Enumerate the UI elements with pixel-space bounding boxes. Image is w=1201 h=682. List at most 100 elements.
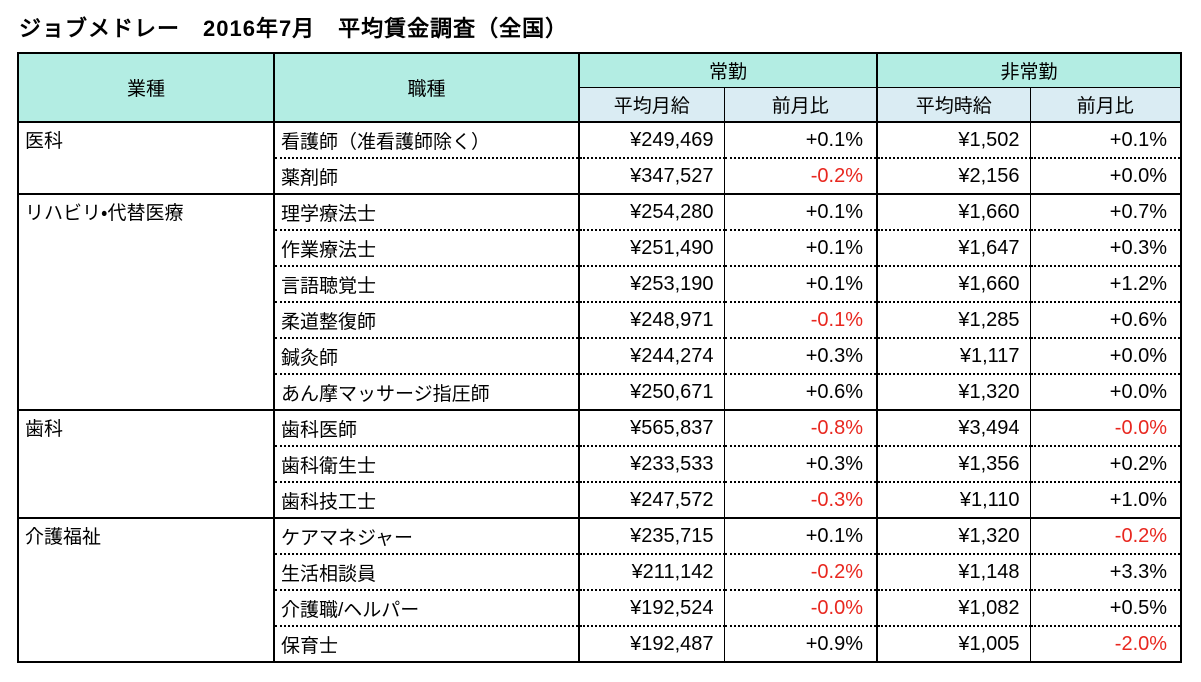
- header-parttime-group: 非常勤: [876, 53, 1182, 88]
- monthly-change-cell: +0.1%: [723, 517, 878, 554]
- occupation-cell: 保育士: [273, 625, 579, 662]
- monthly-change-cell: -0.1%: [723, 301, 878, 338]
- monthly-change-cell: -0.0%: [723, 589, 878, 626]
- hourly-wage-cell: ¥1,320: [876, 517, 1031, 554]
- hourly-change-cell: -2.0%: [1029, 625, 1182, 662]
- hourly-wage-cell: ¥1,502: [876, 122, 1031, 158]
- hourly-wage-cell: ¥1,110: [876, 481, 1031, 518]
- table-row: 介護職/ヘルパー ¥192,524 -0.0% ¥1,082 +0.5%: [18, 589, 1182, 626]
- header-hourly-mom: 前月比: [1029, 87, 1182, 123]
- table-row: あん摩マッサージ指圧師 ¥250,671 +0.6% ¥1,320 +0.0%: [18, 373, 1182, 410]
- hourly-change-cell: +1.0%: [1029, 481, 1182, 518]
- hourly-wage-cell: ¥1,660: [876, 265, 1031, 302]
- monthly-salary-cell: ¥249,469: [578, 122, 724, 158]
- occupation-cell: 鍼灸師: [273, 337, 579, 374]
- monthly-change-cell: -0.2%: [723, 553, 878, 590]
- monthly-salary-cell: ¥211,142: [578, 553, 724, 590]
- monthly-change-cell: +0.6%: [723, 373, 878, 410]
- hourly-wage-cell: ¥1,285: [876, 301, 1031, 338]
- hourly-wage-cell: ¥1,647: [876, 229, 1031, 266]
- occupation-cell: 薬剤師: [273, 157, 579, 194]
- table-row: 柔道整復師 ¥248,971 -0.1% ¥1,285 +0.6%: [18, 301, 1182, 338]
- table-row: 薬剤師 ¥347,527 -0.2% ¥2,156 +0.0%: [18, 157, 1182, 194]
- table-row: 生活相談員 ¥211,142 -0.2% ¥1,148 +3.3%: [18, 553, 1182, 590]
- header-row-groups: 業種 職種 常勤 非常勤: [18, 53, 1182, 123]
- monthly-salary-cell: ¥565,837: [578, 409, 724, 446]
- hourly-change-cell: -0.2%: [1029, 517, 1182, 554]
- occupation-cell: 柔道整復師: [273, 301, 579, 338]
- hourly-change-cell: +1.2%: [1029, 265, 1182, 302]
- monthly-change-cell: -0.2%: [723, 157, 878, 194]
- header-monthly-mom: 前月比: [723, 87, 878, 123]
- hourly-change-cell: +0.0%: [1029, 157, 1182, 194]
- monthly-change-cell: +0.1%: [723, 193, 878, 230]
- header-industry: 業種: [18, 53, 274, 123]
- occupation-cell: 歯科技工士: [273, 481, 579, 518]
- occupation-cell: ケアマネジャー: [273, 517, 579, 554]
- monthly-salary-cell: ¥254,280: [578, 193, 724, 230]
- hourly-change-cell: +3.3%: [1029, 553, 1182, 590]
- page-title: ジョブメドレー 2016年7月 平均賃金調査（全国）: [19, 16, 569, 41]
- table-body: 医科 看護師（准看護師除く） ¥249,469 +0.1% ¥1,502 +0.1% 薬剤師…: [18, 122, 1182, 662]
- occupation-cell: 歯科医師: [273, 409, 579, 446]
- monthly-salary-cell: ¥233,533: [578, 445, 724, 482]
- occupation-cell: 介護職/ヘルパー: [273, 589, 579, 626]
- monthly-change-cell: -0.3%: [723, 481, 878, 518]
- monthly-change-cell: +0.9%: [723, 625, 878, 662]
- hourly-wage-cell: ¥1,117: [876, 337, 1031, 374]
- industry-cell: 歯科: [18, 409, 274, 518]
- monthly-change-cell: -0.8%: [723, 409, 878, 446]
- table-row: 歯科技工士 ¥247,572 -0.3% ¥1,110 +1.0%: [18, 481, 1182, 518]
- header-avg-hourly-wage: 平均時給: [876, 87, 1031, 123]
- monthly-change-cell: +0.1%: [723, 229, 878, 266]
- occupation-cell: 生活相談員: [273, 553, 579, 590]
- occupation-cell: 歯科衛生士: [273, 445, 579, 482]
- hourly-wage-cell: ¥1,082: [876, 589, 1031, 626]
- hourly-change-cell: +0.0%: [1029, 373, 1182, 410]
- hourly-wage-cell: ¥1,005: [876, 625, 1031, 662]
- monthly-salary-cell: ¥244,274: [578, 337, 724, 374]
- header-avg-monthly-salary: 平均月給: [578, 87, 724, 123]
- occupation-cell: あん摩マッサージ指圧師: [273, 373, 579, 410]
- monthly-salary-cell: ¥347,527: [578, 157, 724, 194]
- table-row: 介護福祉 ケアマネジャー ¥235,715 +0.1% ¥1,320 -0.2%: [18, 517, 1182, 662]
- header-occupation: 職種: [273, 53, 579, 123]
- hourly-change-cell: +0.2%: [1029, 445, 1182, 482]
- industry-cell: 介護福祉: [18, 517, 274, 662]
- table-row: 言語聴覚士 ¥253,190 +0.1% ¥1,660 +1.2%: [18, 265, 1182, 302]
- industry-cell: リハビリ・代替医療: [18, 193, 274, 410]
- table-row: 作業療法士 ¥251,490 +0.1% ¥1,647 +0.3%: [18, 229, 1182, 266]
- monthly-salary-cell: ¥248,971: [578, 301, 724, 338]
- table-row: 医科 看護師（准看護師除く） ¥249,469 +0.1% ¥1,502 +0.1%: [18, 122, 1182, 158]
- occupation-cell: 言語聴覚士: [273, 265, 579, 302]
- monthly-salary-cell: ¥235,715: [578, 517, 724, 554]
- hourly-change-cell: +0.5%: [1029, 589, 1182, 626]
- hourly-change-cell: -0.0%: [1029, 409, 1182, 446]
- hourly-wage-cell: ¥1,660: [876, 193, 1031, 230]
- hourly-wage-cell: ¥1,356: [876, 445, 1031, 482]
- hourly-wage-cell: ¥1,148: [876, 553, 1031, 590]
- monthly-salary-cell: ¥251,490: [578, 229, 724, 266]
- header-row-measures: 平均月給 前月比 平均時給 前月比: [18, 87, 1182, 123]
- occupation-cell: 作業療法士: [273, 229, 579, 266]
- table-row: リハビリ・代替医療 理学療法士 ¥254,280 +0.1% ¥1,660 +0.7%: [18, 193, 1182, 410]
- monthly-salary-cell: ¥250,671: [578, 373, 724, 410]
- monthly-change-cell: +0.1%: [723, 265, 878, 302]
- hourly-wage-cell: ¥1,320: [876, 373, 1031, 410]
- hourly-change-cell: +0.0%: [1029, 337, 1182, 374]
- monthly-change-cell: +0.3%: [723, 445, 878, 482]
- header-fulltime-group: 常勤: [577, 53, 878, 88]
- hourly-wage-cell: ¥3,494: [876, 409, 1031, 446]
- wage-survey-table: 業種 職種 常勤 非常勤 平均月給 前月比 平均時給 前月比 医科 看護師（准看護…: [17, 52, 1183, 663]
- monthly-salary-cell: ¥192,524: [578, 589, 724, 626]
- monthly-salary-cell: ¥253,190: [578, 265, 724, 302]
- monthly-salary-cell: ¥247,572: [578, 481, 724, 518]
- occupation-cell: 理学療法士: [273, 193, 579, 230]
- industry-cell: 医科: [25, 131, 64, 152]
- monthly-change-cell: +0.1%: [723, 122, 878, 158]
- monthly-change-cell: +0.3%: [723, 337, 878, 374]
- table-row: 歯科衛生士 ¥233,533 +0.3% ¥1,356 +0.2%: [18, 445, 1182, 482]
- hourly-change-cell: +0.7%: [1029, 193, 1182, 230]
- table-row: 歯科 歯科医師 ¥565,837 -0.8% ¥3,494 -0.0%: [18, 409, 1182, 518]
- hourly-change-cell: +0.3%: [1029, 229, 1182, 266]
